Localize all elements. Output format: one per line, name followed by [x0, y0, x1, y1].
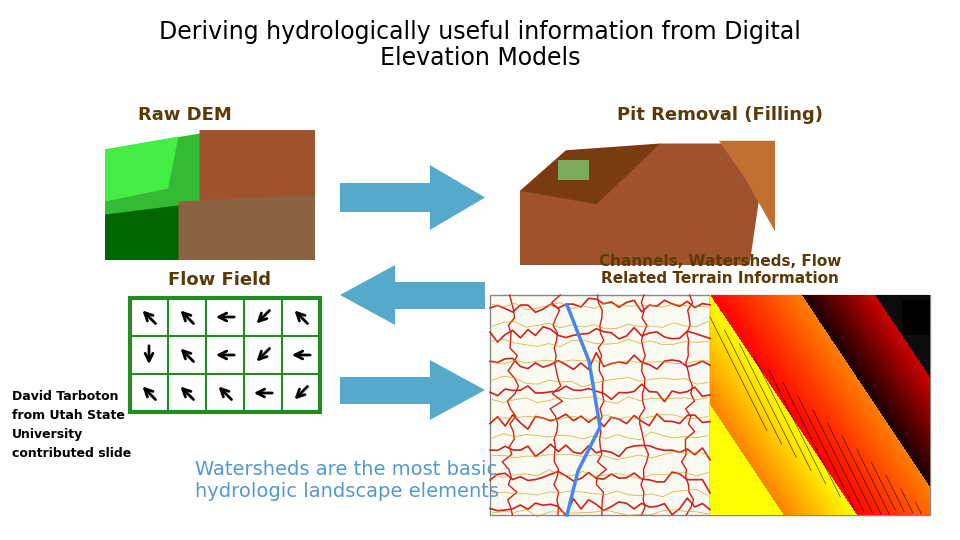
- Polygon shape: [179, 195, 315, 260]
- Text: Watersheds are the most basic
hydrologic landscape elements: Watersheds are the most basic hydrologic…: [195, 460, 499, 501]
- Polygon shape: [105, 130, 221, 240]
- Polygon shape: [200, 130, 315, 214]
- Polygon shape: [340, 183, 430, 212]
- Bar: [710, 295, 930, 515]
- Bar: [902, 300, 930, 335]
- Text: Channels, Watersheds, Flow
Related Terrain Information: Channels, Watersheds, Flow Related Terra…: [599, 254, 841, 286]
- Polygon shape: [719, 141, 775, 231]
- Text: Elevation Models: Elevation Models: [380, 46, 580, 70]
- Text: Pit Removal (Filling): Pit Removal (Filling): [617, 106, 823, 124]
- Text: David Tarboton
from Utah State
University
contributed slide: David Tarboton from Utah State Universit…: [12, 390, 132, 460]
- Text: Raw DEM: Raw DEM: [138, 106, 232, 124]
- Polygon shape: [340, 265, 396, 325]
- Polygon shape: [430, 165, 485, 230]
- Text: Deriving hydrologically useful information from Digital: Deriving hydrologically useful informati…: [159, 20, 801, 44]
- Bar: [490, 295, 710, 515]
- Polygon shape: [430, 360, 485, 420]
- Bar: [559, 160, 588, 180]
- Bar: [105, 130, 315, 260]
- Text: Flow Field: Flow Field: [169, 271, 272, 289]
- Polygon shape: [520, 144, 762, 265]
- Polygon shape: [396, 281, 485, 308]
- Polygon shape: [105, 201, 210, 260]
- Polygon shape: [520, 144, 660, 204]
- Bar: [130, 298, 320, 412]
- Polygon shape: [340, 376, 430, 403]
- Polygon shape: [105, 137, 179, 201]
